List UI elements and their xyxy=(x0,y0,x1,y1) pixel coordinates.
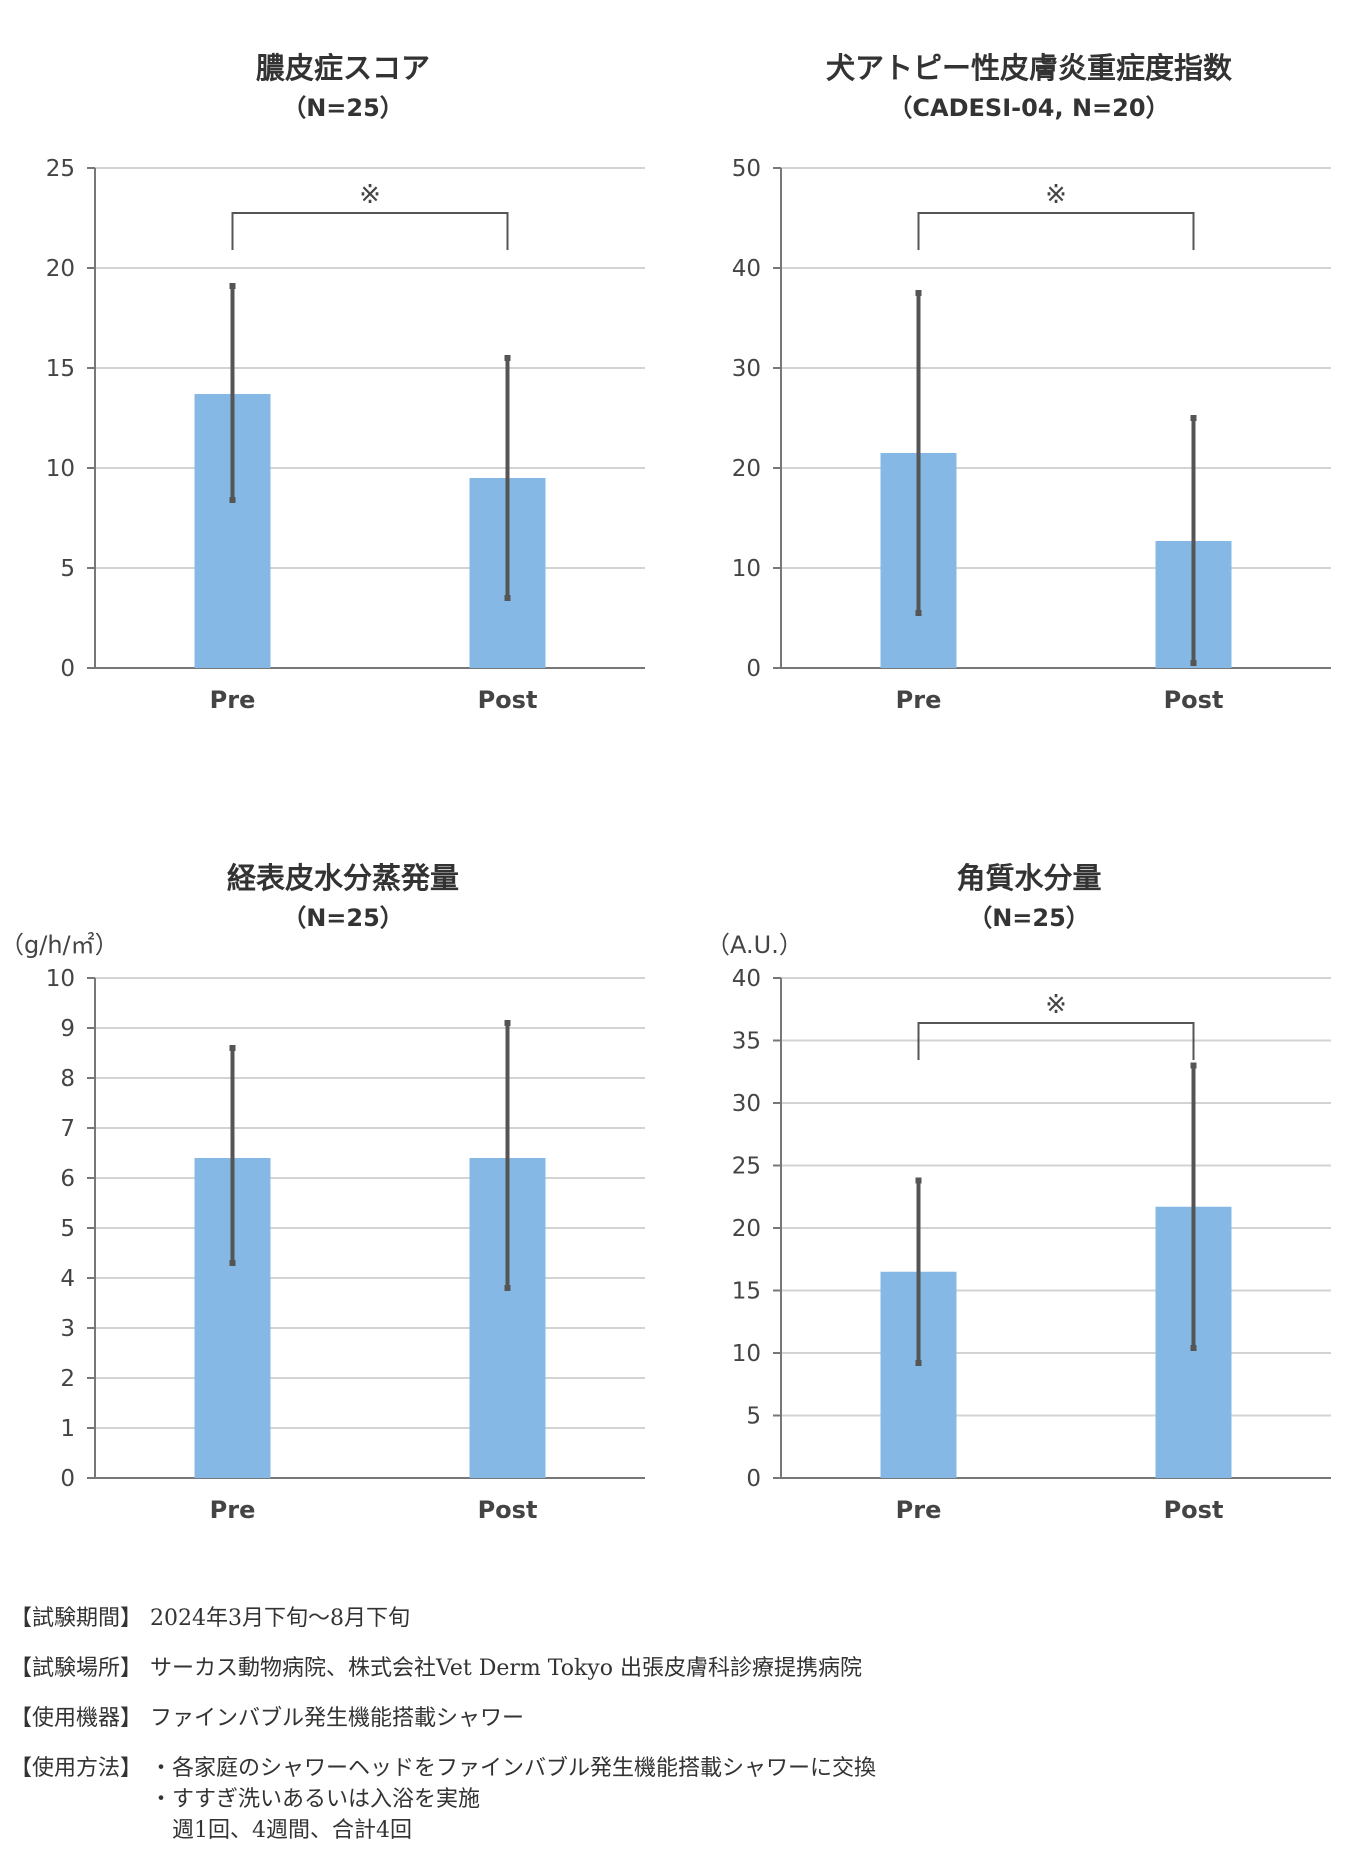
y-tick-label: 0 xyxy=(60,1466,75,1492)
chart-title: 膿皮症スコア xyxy=(255,51,430,85)
y-tick-label: 20 xyxy=(732,1216,761,1242)
study-notes: 【試験期間】 2024年3月下旬〜8月下旬 【試験場所】 サーカス動物病院、株式… xyxy=(10,1600,1350,1850)
y-tick-label: 15 xyxy=(732,1279,761,1305)
error-cap xyxy=(915,610,922,616)
y-tick-label: 25 xyxy=(732,1154,761,1180)
significance-mark: ※ xyxy=(359,180,381,210)
error-cap xyxy=(504,355,511,361)
note-value: サーカス動物病院、株式会社Vet Derm Tokyo 出張皮膚科診療提携病院 xyxy=(150,1656,862,1681)
y-tick-label: 35 xyxy=(732,1029,761,1055)
chart-tewl: 0 1 2 3 4 5 6 7 8 9 10 Pre Post xyxy=(46,966,645,1524)
error-cap xyxy=(504,1285,511,1291)
y-tick-label: 6 xyxy=(60,1166,75,1192)
x-tick-label: Post xyxy=(1164,1496,1224,1524)
chart-panel-hydration: 角質水分量 （N=25） 0 5 10 15 20 25 30 35 40 Pre Post ※ xyxy=(686,810,1372,1610)
x-tick-label: Pre xyxy=(210,686,256,714)
error-cap xyxy=(915,1360,922,1366)
y-tick-label: 9 xyxy=(60,1016,75,1042)
y-tick-label: 8 xyxy=(60,1066,75,1092)
y-tick-label: 30 xyxy=(732,1091,761,1117)
note-value: ・すすぎ洗いあるいは入浴を実施 xyxy=(150,1787,481,1812)
y-tick-label: 1 xyxy=(60,1416,75,1442)
note-label: 【試験場所】 xyxy=(10,1656,143,1681)
x-tick-label: Post xyxy=(1164,686,1224,714)
y-unit-label: （g/h/㎡） xyxy=(0,931,119,959)
chart-cadesi: 0 10 20 30 40 50 Pre Post ※ xyxy=(732,156,1331,714)
y-tick-label: 10 xyxy=(732,556,761,582)
chart-subtitle: （N=25） xyxy=(968,904,1090,932)
y-tick-label: 5 xyxy=(60,1216,75,1242)
y-tick-label: 20 xyxy=(732,456,761,482)
y-unit-label: （A.U.） xyxy=(706,931,803,959)
chart-panel-pyoderma: 膿皮症スコア （N=25） 0 5 10 15 20 25 Pre Post ※ xyxy=(0,0,686,800)
y-tick-label: 10 xyxy=(46,966,75,992)
note-value: 週1回、4週間、合計4回 xyxy=(150,1818,412,1843)
chart-subtitle: （CADESI-04, N=20） xyxy=(888,94,1170,122)
note-method: 【使用方法】 ・各家庭のシャワーヘッドをファインバブル発生機能搭載シャワーに交換… xyxy=(10,1750,1350,1850)
y-tick-label: 5 xyxy=(60,556,75,582)
chart-title: 角質水分量 xyxy=(956,861,1102,895)
y-tick-label: 25 xyxy=(46,156,75,182)
y-tick-label: 50 xyxy=(732,156,761,182)
note-label: 【使用方法】 xyxy=(10,1756,143,1781)
error-cap xyxy=(1190,415,1197,421)
y-tick-label: 2 xyxy=(60,1366,75,1392)
error-cap xyxy=(229,1045,236,1051)
x-tick-label: Pre xyxy=(896,686,942,714)
significance-mark: ※ xyxy=(1045,180,1067,210)
note-label: 【使用機器】 xyxy=(10,1706,143,1731)
y-tick-label: 5 xyxy=(746,1404,761,1430)
y-tick-label: 3 xyxy=(60,1316,75,1342)
chart-panel-cadesi: 犬アトピー性皮膚炎重症度指数 （CADESI-04, N=20） 0 10 20 30… xyxy=(686,0,1372,800)
y-tick-label: 10 xyxy=(46,456,75,482)
y-tick-label: 0 xyxy=(746,656,761,682)
note-place: 【試験場所】 サーカス動物病院、株式会社Vet Derm Tokyo 出張皮膚科… xyxy=(10,1650,1350,1700)
significance-bracket xyxy=(917,1022,1195,1060)
y-tick-label: 15 xyxy=(46,356,75,382)
chart-subtitle: （N=25） xyxy=(282,904,404,932)
y-tick-label: 20 xyxy=(46,256,75,282)
y-tick-label: 30 xyxy=(732,356,761,382)
error-cap xyxy=(504,595,511,601)
x-tick-label: Post xyxy=(478,686,538,714)
error-cap xyxy=(504,1020,511,1026)
significance-mark: ※ xyxy=(1045,990,1067,1020)
y-tick-label: 40 xyxy=(732,256,761,282)
x-tick-label: Pre xyxy=(210,1496,256,1524)
significance-bracket xyxy=(917,212,1195,250)
error-cap xyxy=(915,290,922,296)
chart-pyoderma: 0 5 10 15 20 25 Pre Post ※ xyxy=(46,156,645,714)
y-tick-label: 4 xyxy=(60,1266,75,1292)
note-value: 2024年3月下旬〜8月下旬 xyxy=(150,1606,410,1631)
note-period: 【試験期間】 2024年3月下旬〜8月下旬 xyxy=(10,1600,1350,1650)
y-tick-label: 10 xyxy=(732,1341,761,1367)
error-cap xyxy=(1190,1062,1197,1069)
y-tick-label: 40 xyxy=(732,966,761,992)
error-cap xyxy=(1190,1345,1197,1351)
chart-subtitle: （N=25） xyxy=(282,94,404,122)
note-value: ファインバブル発生機能搭載シャワー xyxy=(150,1706,525,1731)
y-tick-label: 7 xyxy=(60,1116,75,1142)
error-cap xyxy=(915,1177,922,1184)
error-cap xyxy=(229,497,236,503)
error-cap xyxy=(229,1260,236,1266)
chart-title: 経表皮水分蒸発量 xyxy=(226,861,459,895)
chart-title: 犬アトピー性皮膚炎重症度指数 xyxy=(825,51,1232,85)
note-label: 【試験期間】 xyxy=(10,1606,143,1631)
note-value: ・各家庭のシャワーヘッドをファインバブル発生機能搭載シャワーに交換 xyxy=(150,1756,877,1781)
x-tick-label: Pre xyxy=(896,1496,942,1524)
error-cap xyxy=(1190,660,1197,666)
x-tick-label: Post xyxy=(478,1496,538,1524)
error-cap xyxy=(229,283,236,289)
chart-hydration: 0 5 10 15 20 25 30 35 40 Pre Post ※ xyxy=(732,966,1331,1524)
y-tick-label: 0 xyxy=(60,656,75,682)
y-tick-label: 0 xyxy=(746,1466,761,1492)
significance-bracket xyxy=(231,212,509,250)
chart-panel-tewl: 経表皮水分蒸発量 （N=25） 0 1 2 3 4 5 6 7 8 9 10 Pre Post xyxy=(0,810,686,1610)
note-device: 【使用機器】 ファインバブル発生機能搭載シャワー xyxy=(10,1700,1350,1750)
